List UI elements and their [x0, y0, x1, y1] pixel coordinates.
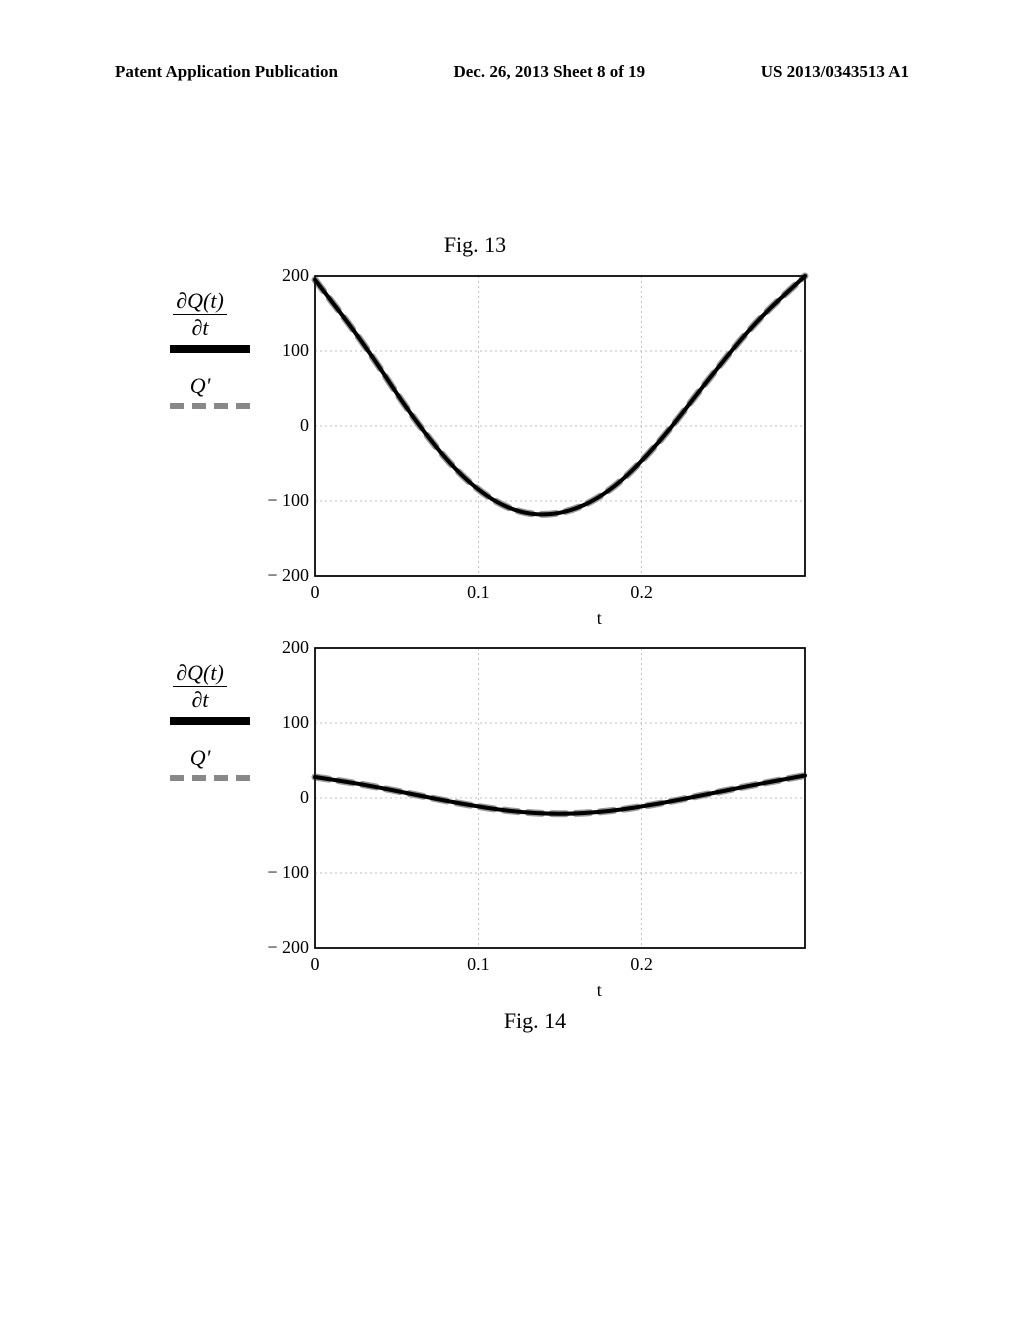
svg-text:200: 200: [282, 268, 309, 285]
dashed-line-icon: [170, 403, 250, 409]
fig14-title: Fig. 14: [260, 1008, 810, 1034]
dashed-line-icon: [170, 775, 250, 781]
fig13-plot: − 200 − 100 0 100 200 0 0.1 0.2 t: [260, 268, 810, 628]
svg-text:0: 0: [300, 787, 309, 807]
fig13-legend-dqdt: ∂Q(t)∂t: [140, 288, 260, 341]
fig13-legend: ∂Q(t)∂t Q': [140, 268, 260, 429]
fig14-legend: ∂Q(t)∂t Q': [140, 640, 260, 801]
fig14-legend-dqdt: ∂Q(t)∂t: [140, 660, 260, 713]
svg-text:0: 0: [300, 415, 309, 435]
fig13-title: Fig. 13: [140, 232, 810, 258]
fig14-plot: − 200 − 100 0 100 200 0 0.1 0.2 t: [260, 640, 810, 1000]
page-header: Patent Application Publication Dec. 26, …: [115, 62, 909, 82]
svg-text:0: 0: [311, 582, 320, 602]
svg-text:t: t: [597, 608, 602, 628]
solid-line-icon: [170, 345, 250, 353]
svg-text:0.2: 0.2: [630, 582, 653, 602]
solid-line-icon: [170, 717, 250, 725]
svg-text:− 200: − 200: [267, 937, 309, 957]
figure-13: Fig. 13 ∂Q(t)∂t Q' − 200 − 100 0 100 200 0 0.1…: [140, 232, 810, 628]
figure-14: ∂Q(t)∂t Q' − 200 − 100 0 100 200 0 0.1 0.2 t Fig…: [140, 640, 810, 1044]
header-right: US 2013/0343513 A1: [761, 62, 909, 82]
svg-text:0.1: 0.1: [467, 954, 490, 974]
svg-text:200: 200: [282, 640, 309, 657]
svg-text:− 100: − 100: [267, 490, 309, 510]
header-left: Patent Application Publication: [115, 62, 338, 82]
header-center: Dec. 26, 2013 Sheet 8 of 19: [453, 62, 645, 82]
svg-text:0.2: 0.2: [630, 954, 653, 974]
svg-text:− 100: − 100: [267, 862, 309, 882]
svg-text:0.1: 0.1: [467, 582, 490, 602]
svg-text:t: t: [597, 980, 602, 1000]
svg-text:100: 100: [282, 340, 309, 360]
svg-text:0: 0: [311, 954, 320, 974]
svg-text:− 200: − 200: [267, 565, 309, 585]
svg-text:100: 100: [282, 712, 309, 732]
fig14-legend-qprime: Q': [140, 745, 260, 771]
fig13-legend-qprime: Q': [140, 373, 260, 399]
